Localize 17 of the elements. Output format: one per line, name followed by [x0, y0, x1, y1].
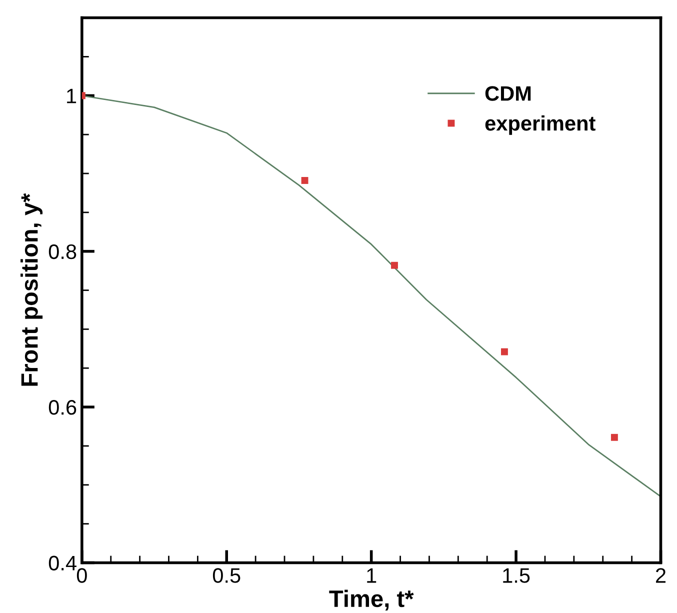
y-tick-label: 0.4: [48, 556, 76, 570]
x-tick-label: 0.5: [212, 568, 240, 583]
y-tick-label: 1: [67, 88, 76, 104]
point: [391, 262, 398, 269]
y-axis-title: Front position, y*: [20, 193, 43, 386]
x-tick-label: 2: [656, 568, 666, 583]
y-tick-label: 0.6: [48, 400, 76, 415]
point: [500, 348, 508, 356]
point: [301, 177, 308, 184]
x-tick-label: 1: [367, 568, 376, 583]
point: [610, 434, 618, 441]
x-axis-title: Time, t*: [329, 590, 414, 611]
legend-label: CDM: [485, 86, 531, 101]
x-tick-label: 1.5: [503, 568, 530, 583]
legend-label: experiment: [485, 115, 596, 135]
y-tick-label: 0.8: [48, 244, 76, 260]
x-tick-label: 0: [76, 568, 87, 583]
